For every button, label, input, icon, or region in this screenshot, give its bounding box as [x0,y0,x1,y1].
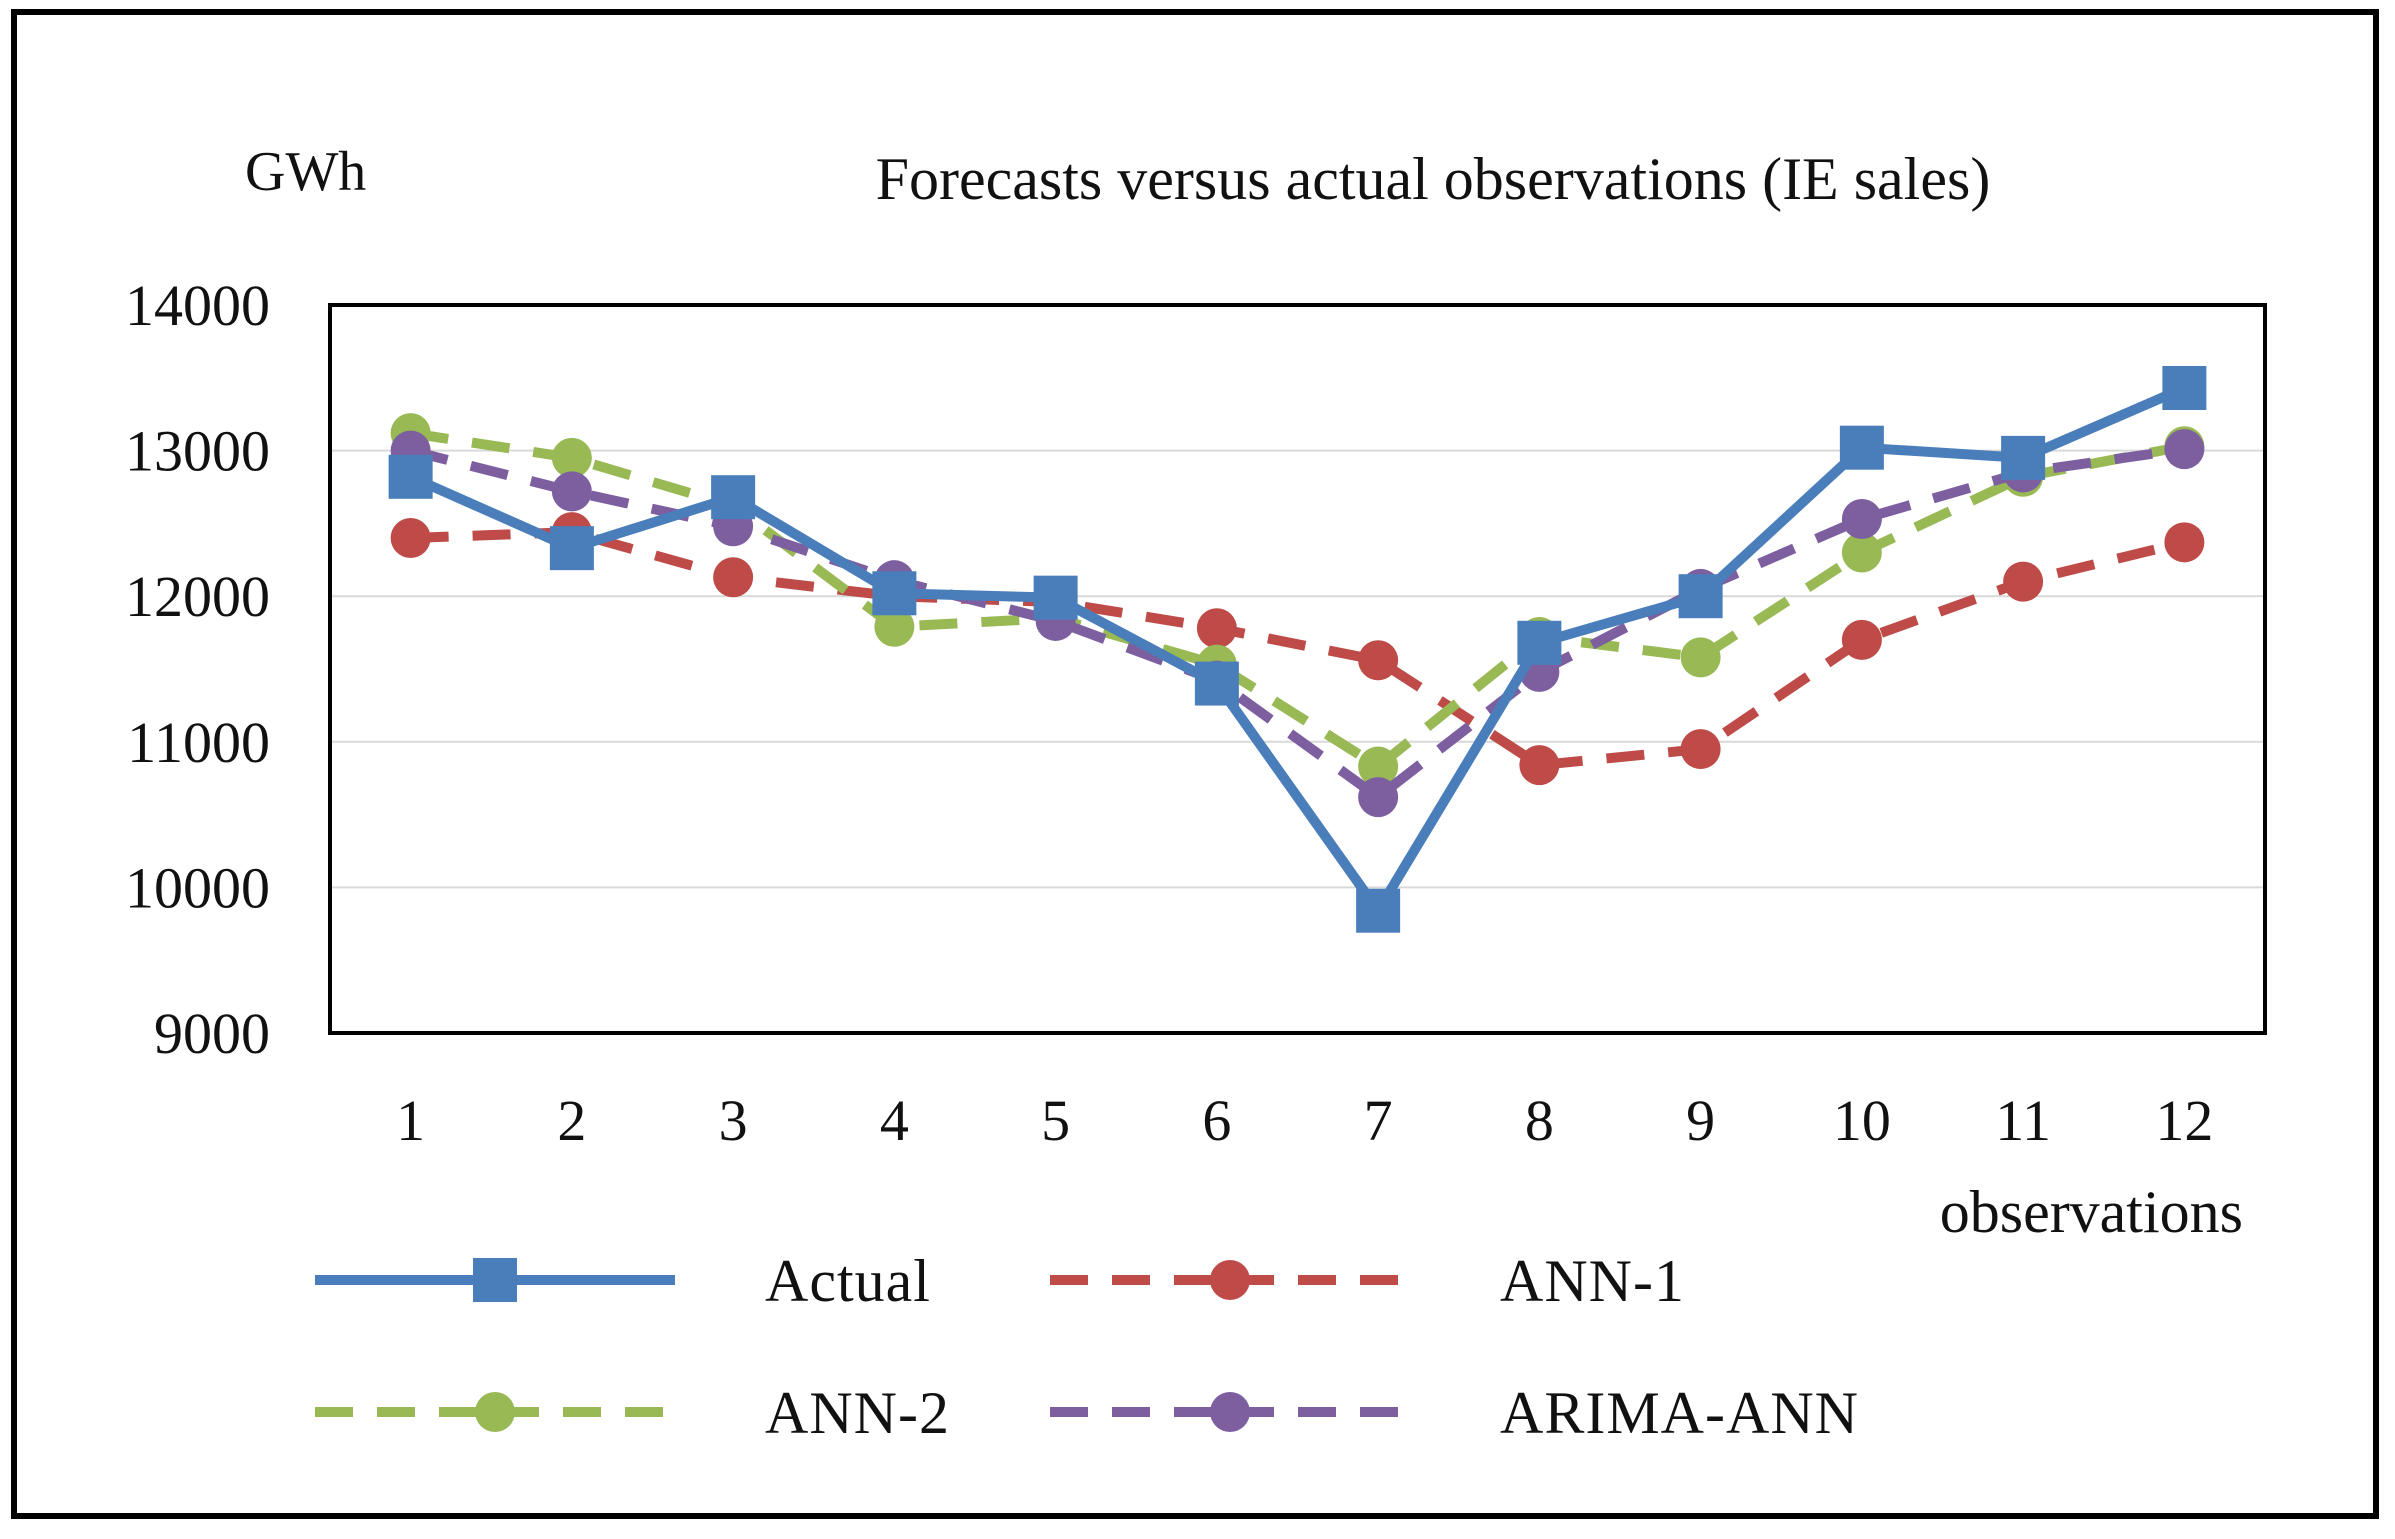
data-point-ann-1 [2003,561,2044,602]
x-tick-label: 6 [1202,1088,1231,1153]
plot-area-border [328,303,2267,1035]
legend-label: ARIMA-ANN [1500,1380,1859,1446]
legend-label: ANN-2 [765,1380,950,1446]
y-tick-label: 11000 [127,710,270,775]
data-point-actual [1033,575,1078,620]
y-tick-label: 10000 [125,855,270,920]
data-point-ann-1 [1196,608,1237,649]
data-point-ann-1 [1519,745,1560,786]
series-lines [388,365,2207,933]
legend-item-actual: Actual [315,1248,931,1314]
x-tick-label: 10 [1833,1088,1891,1153]
legend-label: ANN-1 [1500,1248,1685,1314]
y-tick-label: 14000 [125,273,270,338]
x-tick-label: 2 [557,1088,586,1153]
data-point-actual [711,475,756,520]
data-point-arima-ann [1358,777,1399,818]
x-tick-label: 1 [396,1088,425,1153]
data-point-actual [2001,435,2046,480]
series-line-ann-2 [409,428,2186,772]
data-point-ann-1 [1841,619,1882,660]
legend-marker [475,1392,515,1432]
y-tick-label: 13000 [125,419,270,484]
x-tick-label: 4 [880,1088,909,1153]
data-point-actual [1517,620,1562,665]
data-point-actual [1356,888,1401,933]
data-point-ann-2 [1680,637,1721,678]
data-point-ann-2 [1841,532,1882,573]
legend: Actual ANN-1 ANN-2 ARIMA-ANN [315,1248,1859,1446]
legend-item-ann-2: ANN-2 [315,1380,950,1446]
x-tick-label: 9 [1686,1088,1715,1153]
x-axis-label: observations [1940,1179,2243,1245]
series-line-ann-1 [410,527,2186,771]
data-point-ann-2 [551,437,592,478]
data-point-arima-ann [1841,499,1882,540]
outer-border [11,9,2379,1519]
data-point-ann-1 [2164,522,2205,563]
y-tick-label: 9000 [154,1001,270,1066]
data-point-actual [388,454,433,499]
x-axis-tick-labels: 1 2 3 4 5 6 7 8 9 10 11 12 [396,1088,2213,1153]
legend-item-arima-ann: ARIMA-ANN [1050,1380,1859,1446]
data-point-actual [2162,365,2207,410]
data-point-arima-ann [551,471,592,512]
x-tick-label: 12 [2155,1088,2213,1153]
y-axis-tick-labels: 9000 10000 11000 12000 13000 14000 [125,273,270,1066]
x-tick-label: 8 [1525,1088,1554,1153]
y-tick-label: 12000 [125,564,270,629]
legend-item-ann-1: ANN-1 [1050,1248,1685,1314]
series-line-arima-ann [409,444,2186,803]
data-point-actual [549,526,594,571]
x-tick-label: 3 [719,1088,748,1153]
x-tick-label: 5 [1041,1088,1070,1153]
data-point-arima-ann [2164,429,2205,470]
data-point-actual [1839,425,1884,470]
legend-marker [1210,1392,1250,1432]
data-point-actual [1678,574,1723,619]
data-point-actual [1194,661,1239,706]
data-point-ann-2 [1358,746,1399,787]
series-actual [388,365,2207,933]
y-axis-unit-label: GWh [245,141,366,203]
chart-title: Forecasts versus actual observations (IE… [876,146,1991,212]
x-tick-label: 7 [1364,1088,1393,1153]
x-tick-label: 11 [1995,1088,2051,1153]
series-line-actual [408,383,2187,916]
data-point-ann-1 [713,557,754,598]
data-point-ann-1 [1358,640,1399,681]
data-point-ann-1 [1680,729,1721,770]
legend-label: Actual [765,1248,931,1314]
data-point-ann-2 [874,606,915,647]
data-point-ann-1 [390,517,431,558]
legend-marker [1210,1260,1250,1300]
data-point-actual [872,571,917,616]
legend-marker [473,1258,517,1302]
